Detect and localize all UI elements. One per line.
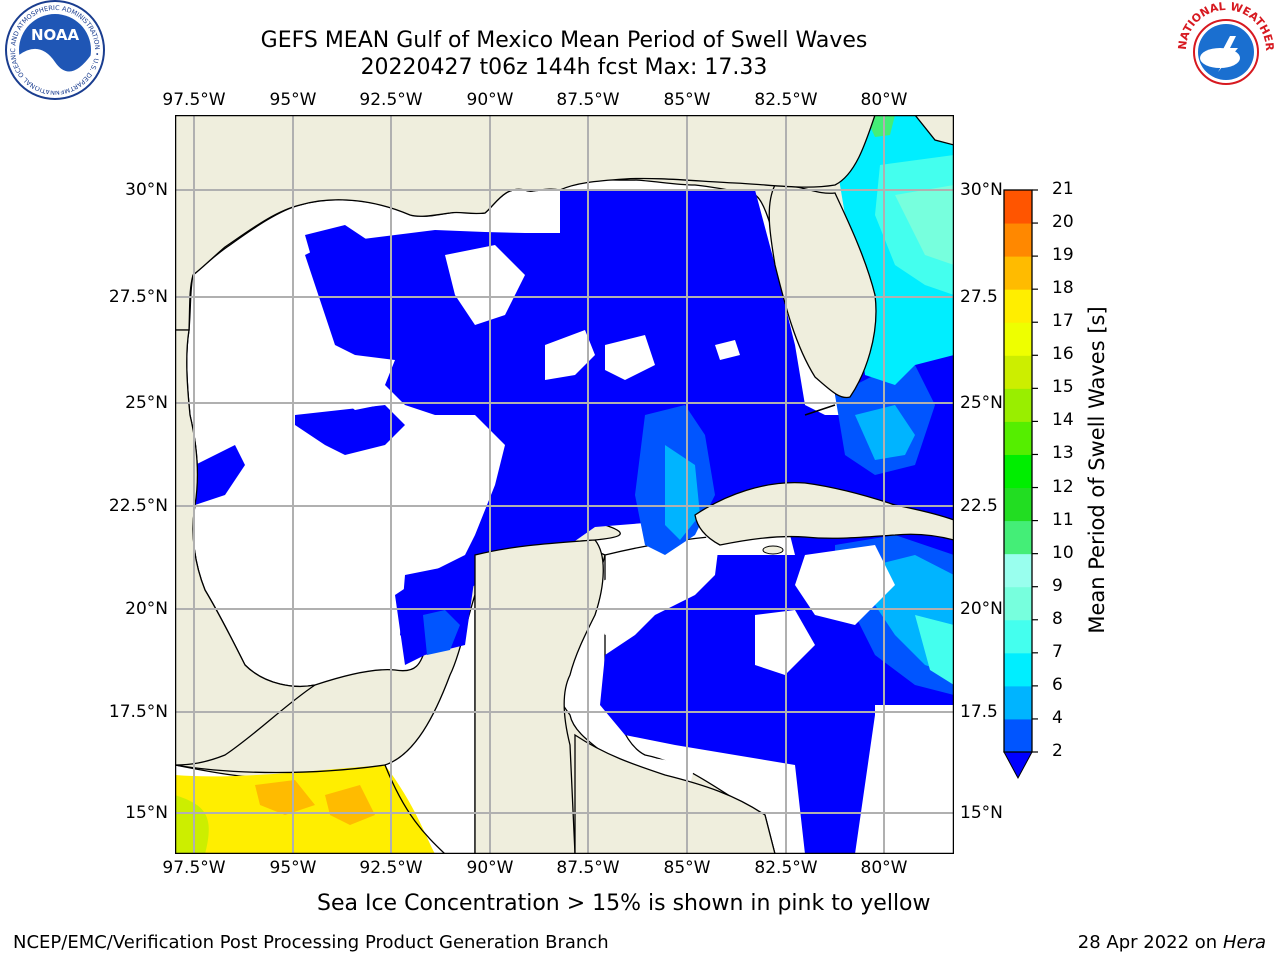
lon-label-bottom-2: 92.5°W — [359, 858, 423, 878]
colorbar-tick-label: 4 — [1052, 707, 1063, 728]
lon-label-top-0: 97.5°W — [162, 90, 226, 110]
lon-label-bottom-6: 82.5°W — [754, 858, 818, 878]
colorbar-tick-label: 19 — [1052, 245, 1074, 266]
colorbar-segment — [1004, 487, 1032, 522]
lat-label-right-2: 25°N — [960, 393, 1003, 413]
footer-date-text: 28 Apr 2022 on — [1077, 932, 1223, 953]
map-title-line2: 20220427 t06z 144h fcst Max: 17.33 — [360, 55, 768, 80]
lat-label-right-4: 20°N — [960, 599, 1003, 619]
colorbar-tick-label: 18 — [1052, 278, 1074, 299]
lat-label-left-2: 25°N — [125, 393, 168, 413]
colorbar-under-triangle — [1003, 751, 1033, 780]
lat-label-left-4: 20°N — [125, 599, 168, 619]
lat-label-right-6: 15°N — [960, 803, 1003, 823]
colorbar-segment — [1004, 685, 1032, 720]
colorbar-segment — [1004, 454, 1032, 489]
florida-keys — [804, 404, 836, 416]
colorbar-segment — [1004, 718, 1032, 753]
land-overlay — [175, 115, 954, 854]
colorbar-tick-label: 21 — [1052, 179, 1074, 199]
colorbar-tick-label: 20 — [1052, 212, 1074, 233]
lon-label-bottom-3: 90°W — [466, 858, 514, 878]
colorbar-segment — [1004, 586, 1032, 621]
colorbar-segment — [1004, 190, 1032, 224]
lon-label-top-7: 80°W — [860, 90, 908, 110]
colorbar-tick-label: 10 — [1052, 542, 1074, 563]
map-gridlines — [175, 115, 954, 854]
lon-label-top-2: 92.5°W — [359, 90, 423, 110]
lon-label-top-3: 90°W — [466, 90, 514, 110]
lat-label-left-3: 22.5°N — [108, 496, 168, 516]
lat-label-right-3: 22.5 — [960, 496, 998, 516]
lat-label-left-1: 27.5°N — [108, 287, 168, 307]
lat-label-left-5: 17.5°N — [108, 702, 168, 722]
colorbar-frame — [1003, 189, 1033, 753]
colorbar-segment — [1004, 322, 1032, 356]
lon-label-bottom-1: 95°W — [269, 858, 317, 878]
colorbar-segment — [1004, 256, 1032, 290]
map-frame — [175, 115, 954, 854]
footer-date: 28 Apr 2022 on Hera — [1078, 932, 1266, 953]
lon-label-bottom-5: 85°W — [663, 858, 711, 878]
lon-label-top-6: 82.5°W — [754, 90, 818, 110]
lon-label-bottom-7: 80°W — [860, 858, 908, 878]
lon-label-top-4: 87.5°W — [556, 90, 620, 110]
colorbar-segment — [1004, 289, 1032, 323]
map-title-line1: GEFS MEAN Gulf of Mexico Mean Period of … — [260, 28, 868, 53]
colorbar-segment — [1004, 652, 1032, 687]
colorbar-tick-label: 14 — [1052, 410, 1074, 431]
lat-label-left-6: 15°N — [125, 803, 168, 823]
isla-juventud — [762, 545, 784, 555]
swell-period-fill — [175, 115, 954, 854]
footer-host: Hera — [1222, 932, 1266, 953]
lon-label-bottom-0: 97.5°W — [162, 858, 226, 878]
noaa-logo: NATIONAL OCEANIC AND ATMOSPHERIC ADMINIS… — [0, 0, 105, 100]
colorbar-tick-label: 2 — [1052, 741, 1063, 761]
colorbar-tick-label: 12 — [1052, 476, 1074, 497]
lon-label-top-5: 85°W — [663, 90, 711, 110]
colorbar-tick-label: 9 — [1052, 575, 1063, 596]
colorbar-segment — [1004, 421, 1032, 455]
lat-label-right-5: 17.5 — [960, 702, 998, 722]
svg-text:NOAA: NOAA — [31, 26, 80, 44]
colorbar-segment — [1004, 619, 1032, 654]
colorbar-segment — [1004, 223, 1032, 257]
colorbar-tick-label: 16 — [1052, 344, 1074, 365]
colorbar-segment — [1004, 553, 1032, 588]
colorbar-tick-label: 6 — [1052, 674, 1063, 695]
lon-label-bottom-4: 87.5°W — [556, 858, 620, 878]
lat-label-left-0: 30°N — [125, 180, 168, 200]
colorbar-segment — [1004, 355, 1032, 389]
colorbar-tick-label: 11 — [1052, 509, 1074, 530]
colorbar-segment — [1004, 388, 1032, 422]
nws-logo: NATIONAL WEATHER SERVICE — [1172, 0, 1276, 97]
colorbar-tick-label: 15 — [1052, 377, 1074, 398]
lat-label-right-0: 30°N — [960, 180, 1003, 200]
colorbar-tick-label: 17 — [1052, 311, 1074, 332]
footer-branch: NCEP/EMC/Verification Post Processing Pr… — [13, 932, 609, 953]
colorbar-segment — [1004, 520, 1032, 555]
colorbar — [1003, 189, 1038, 780]
sea-ice-note: Sea Ice Concentration > 15% is shown in … — [317, 891, 931, 916]
colorbar-tick-label: 7 — [1052, 641, 1063, 662]
gulf-map — [175, 115, 954, 854]
lon-label-top-1: 95°W — [269, 90, 317, 110]
lat-label-right-1: 27.5 — [960, 287, 998, 307]
colorbar-tick-label: 8 — [1052, 608, 1063, 629]
colorbar-tick-label: 13 — [1052, 443, 1074, 464]
cuba-overlay — [694, 481, 954, 546]
colorbar-title: Mean Period of Swell Waves [s] — [1085, 306, 1109, 634]
